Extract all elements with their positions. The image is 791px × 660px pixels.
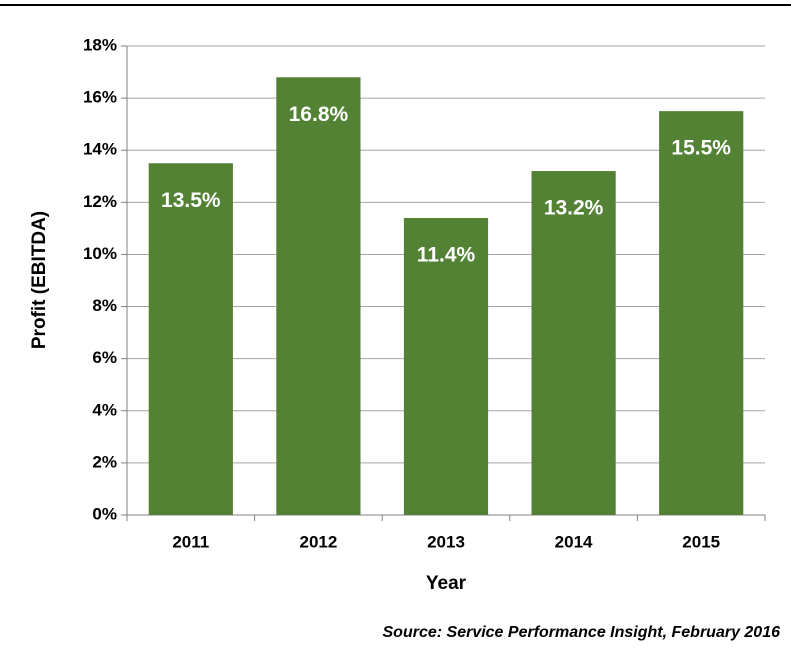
y-tick-label: 2% [92,452,117,471]
y-tick-label: 4% [92,400,117,419]
y-tick-label: 8% [92,296,117,315]
value-label: 15.5% [671,137,731,160]
x-tick-label: 2015 [682,532,720,551]
bar [403,217,489,515]
bar [531,171,616,516]
y-tick-label: 10% [83,244,117,263]
x-tick-label: 2013 [427,532,465,551]
x-axis-title: Year [426,573,467,594]
bar [659,111,744,515]
y-axis-title: Profit (EBITDA) [29,211,50,349]
value-label: 16.8% [289,103,349,126]
y-tick-label: 14% [83,140,117,159]
source-note: Source: Service Performance Insight, Feb… [383,624,781,641]
bar [276,77,361,516]
bar [148,163,233,515]
x-tick-label: 2012 [299,532,337,551]
y-tick-label: 0% [92,504,117,523]
value-label: 13.5% [161,189,221,212]
value-label: 13.2% [544,197,604,220]
y-tick-label: 12% [83,192,117,211]
value-label: 11.4% [417,244,476,267]
x-tick-label: 2014 [555,532,593,551]
x-tick-label: 2011 [172,532,209,551]
y-tick-label: 6% [92,348,117,367]
y-tick-label: 18% [83,35,117,54]
y-tick-label: 16% [83,88,117,107]
